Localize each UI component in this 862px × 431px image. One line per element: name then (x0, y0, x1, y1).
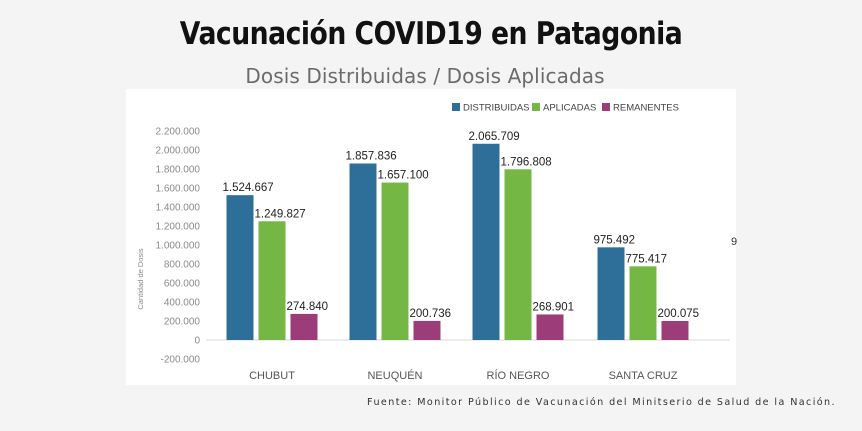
y-tick-label: 800.000 (164, 260, 201, 271)
data-label: 775.417 (626, 253, 668, 265)
y-tick-label: -200.000 (161, 355, 201, 366)
y-tick-label: 600.000 (164, 279, 201, 290)
bar-chart: Cantidad de Dosis -200.000 0 200.000 400.000… (136, 103, 730, 382)
bar-remanentes-santa-cruz (661, 320, 689, 340)
x-category-label: CHUBUT (249, 370, 295, 382)
y-tick-label: 1.800.000 (156, 165, 201, 176)
y-tick-label: 200.000 (164, 317, 201, 328)
data-label: 975.492 (594, 234, 636, 246)
bar-distribuidas-chubut (226, 195, 254, 340)
legend-swatch-remanentes (602, 103, 610, 111)
y-tick-label: 1.400.000 (156, 203, 201, 214)
data-label: 268.901 (533, 301, 575, 313)
y-axis-title: Cantidad de Dosis (136, 248, 145, 310)
data-label: 200.736 (410, 308, 452, 320)
data-label: 2.065.709 (469, 131, 520, 143)
bar-distribuidas-santa-cruz (597, 247, 625, 340)
bar-distribuidas-neuquén (349, 163, 377, 340)
data-label: 1.857.836 (346, 151, 397, 163)
y-tick-label: 1.600.000 (156, 184, 201, 195)
x-category-label: RÍO NEGRO (487, 369, 550, 382)
y-tick-label: 400.000 (164, 298, 201, 309)
source-note: Fuente: Monitor Público de Vacunación de… (367, 397, 836, 408)
legend-label-distribuidas: DISTRIBUIDAS (463, 103, 530, 114)
stray-label: 9 (731, 236, 738, 248)
bar-aplicadas-neuquén (381, 182, 409, 340)
page-title: Vacunación COVID19 en Patagonia (179, 16, 683, 52)
data-label: 1.657.100 (378, 170, 429, 182)
chart-panel: Cantidad de Dosis -200.000 0 200.000 400.000… (126, 89, 736, 385)
legend-swatch-distribuidas (452, 103, 460, 111)
y-tick-label: 0 (194, 336, 200, 347)
y-tick-label: 2.000.000 (156, 146, 201, 157)
data-label: 274.840 (287, 301, 329, 313)
bar-aplicadas-chubut (258, 221, 286, 340)
legend-label-remanentes: REMANENTES (613, 103, 679, 114)
bar-aplicadas-río-negro (504, 169, 532, 340)
data-label: 1.524.667 (223, 182, 274, 194)
x-category-label: SANTA CRUZ (609, 370, 678, 382)
bar-remanentes-río-negro (536, 314, 564, 340)
bar-aplicadas-santa-cruz (629, 266, 657, 340)
legend-swatch-aplicadas (532, 103, 540, 111)
y-tick-label: 1.000.000 (156, 241, 201, 252)
bar-remanentes-neuquén (413, 320, 441, 340)
x-category-label: NEUQUÉN (367, 369, 422, 382)
page-subtitle: Dosis Distribuidas / Dosis Aplicadas (245, 64, 605, 88)
bar-distribuidas-río-negro (472, 143, 500, 340)
y-tick-label: 1.200.000 (156, 222, 201, 233)
y-tick-label: 2.200.000 (156, 127, 201, 138)
data-label: 1.249.827 (255, 208, 306, 220)
data-label: 1.796.808 (501, 156, 552, 168)
data-label: 200.075 (658, 308, 700, 320)
bar-remanentes-chubut (290, 313, 318, 340)
legend-label-aplicadas: APLICADAS (543, 103, 596, 114)
